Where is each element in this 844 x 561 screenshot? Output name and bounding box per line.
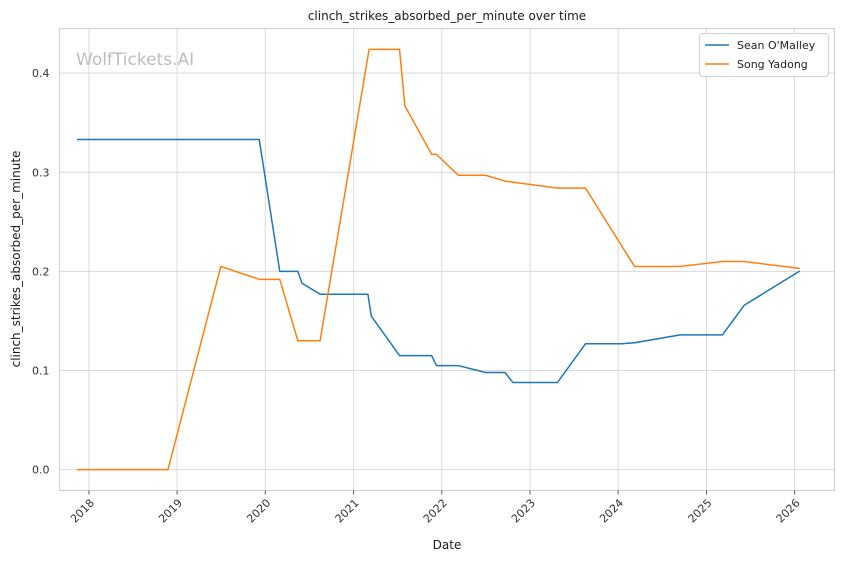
legend-box [699,33,829,77]
y-axis-label: clinch_strikes_absorbed_per_minute [9,151,23,368]
grid [59,28,835,491]
series-lines [76,48,800,471]
legend: Sean O'Malley Song Yadong [699,33,829,77]
watermark: WolfTickets.AI [76,50,194,70]
ticks: 0.0 0.1 0.2 0.3 0.4 2018 2019 2020 2021 2022 2023 2… [32,67,803,525]
series-line-sean-o-malley [76,138,800,384]
x-tick-label: 2024 [597,497,626,526]
chart-title: clinch_strikes_absorbed_per_minute over … [308,9,586,23]
x-tick-label: 2023 [509,497,538,526]
y-tick-label: 0.4 [32,67,50,80]
y-tick-label: 0.2 [32,265,50,278]
x-tick-label: 2020 [244,497,273,526]
plot-frame [59,28,835,491]
y-tick-label: 0.1 [32,365,50,378]
legend-label-song-yadong: Song Yadong [737,58,808,71]
x-tick-label: 2025 [686,497,715,526]
x-axis-label: Date [433,538,462,552]
series-line-song-yadong [76,48,800,471]
y-tick-label: 0.0 [32,464,50,477]
legend-label-sean-omalley: Sean O'Malley [737,39,816,52]
x-tick-label: 2026 [774,497,803,526]
x-tick-label: 2019 [156,497,185,526]
x-tick-label: 2022 [421,497,450,526]
x-tick-label: 2018 [68,497,97,526]
y-tick-label: 0.3 [32,166,50,179]
x-tick-label: 2021 [333,497,362,526]
